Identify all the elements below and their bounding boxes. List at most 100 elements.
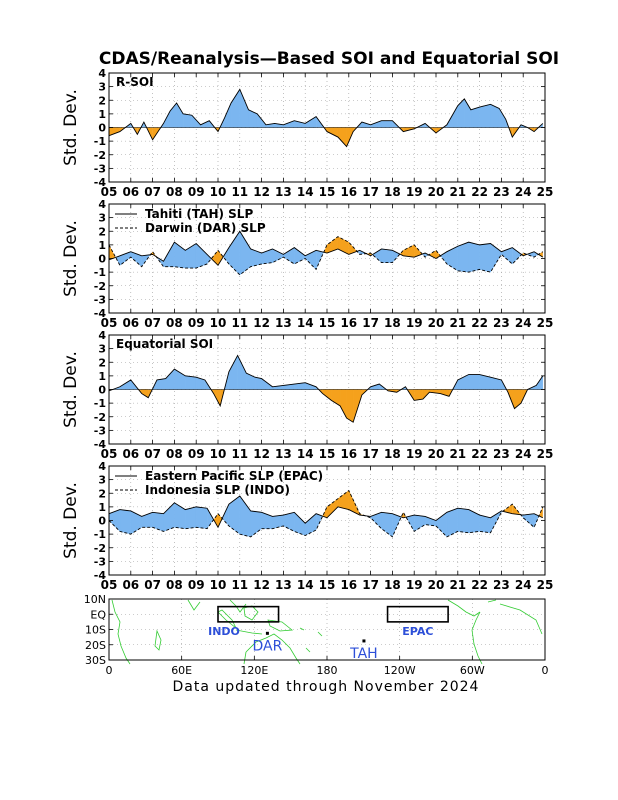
- difference-fill: [294, 247, 306, 265]
- x-tick-label: 09: [188, 185, 205, 199]
- y-tick-label: 4: [98, 198, 106, 211]
- difference-fill: [305, 513, 317, 536]
- x-tick-labels: 05 06 07 08 09 10 11 12 13 14 15 16 17 18 19 20 21 22 23 24…: [101, 73, 553, 199]
- x-tick-label: 18: [384, 316, 401, 330]
- difference-fill: [250, 510, 262, 538]
- x-tick-label: 19: [406, 316, 423, 330]
- x-tick-label: 12: [253, 185, 270, 199]
- anomaly-fill: [414, 389, 424, 401]
- station-marker-dar: [265, 631, 269, 635]
- map-lon-tick-labels: 0 60E 120E 180 120W 60W 0: [106, 656, 549, 677]
- anomaly-fill: [337, 127, 347, 148]
- anomaly-fill: [228, 355, 238, 390]
- map-lon-tick-label: 0: [542, 664, 549, 677]
- difference-fill: [512, 247, 522, 264]
- series-line-solid: [108, 495, 544, 529]
- x-tick-label: 07: [144, 316, 161, 330]
- anomaly-fill: [185, 375, 197, 390]
- x-tick-label: 10: [210, 185, 227, 199]
- difference-fill: [538, 251, 543, 258]
- difference-fill: [239, 230, 251, 276]
- difference-fill: [468, 509, 480, 533]
- x-tick-label: 24: [515, 447, 532, 461]
- difference-fill: [239, 495, 251, 538]
- x-tick-label: 13: [275, 447, 292, 461]
- x-tick-label: 20: [428, 578, 445, 592]
- x-tick-label: 10: [210, 316, 227, 330]
- map-lat-tick-label: 10S: [85, 624, 106, 637]
- difference-fill: [414, 514, 426, 532]
- x-tick-label: 05: [101, 316, 118, 330]
- difference-fill: [457, 508, 469, 533]
- difference-fill: [372, 248, 382, 263]
- y-tick-label: 4: [98, 460, 106, 473]
- x-tick-label: 14: [297, 447, 314, 461]
- x-tick-label: 08: [166, 578, 183, 592]
- x-tick-label: 25: [537, 447, 554, 461]
- map-lat-tick-label: EQ: [90, 608, 106, 621]
- coast-caribbean: [487, 599, 497, 603]
- difference-fill: [222, 504, 229, 526]
- difference-fill: [414, 244, 423, 258]
- x-tick-label: 24: [515, 185, 532, 199]
- series-line-dashed: [108, 236, 544, 276]
- difference-fill: [119, 509, 132, 535]
- coast-australia-west: [243, 651, 247, 665]
- y-tick-label: -2: [94, 542, 106, 555]
- x-tick-label: 19: [406, 185, 423, 199]
- map-lon-tick-label: 120W: [384, 664, 416, 677]
- legend-indo: Indonesia SLP (INDO): [145, 483, 290, 497]
- x-tick-label: 25: [537, 578, 554, 592]
- region-box-indo: [217, 605, 280, 623]
- difference-fill: [130, 510, 142, 535]
- difference-fill: [512, 504, 521, 515]
- series-line-solid: [108, 230, 544, 267]
- coast-india: [187, 599, 201, 611]
- series-line-dashed: [108, 489, 544, 538]
- difference-fill: [523, 513, 535, 528]
- coast-africa: [111, 599, 131, 665]
- station-marker-tah: [362, 639, 366, 643]
- y-tick-label: 3: [98, 212, 106, 225]
- x-tick-label: 15: [319, 447, 336, 461]
- y-axis-label: Std. Dev.: [61, 351, 81, 428]
- x-tick-label: 06: [122, 578, 139, 592]
- chart-title: CDAS/Reanalysis—Based SOI and Equatorial…: [99, 49, 559, 69]
- y-tick-label: -3: [94, 293, 106, 306]
- y-tick-label: 2: [98, 94, 106, 107]
- series-line: [108, 354, 544, 423]
- coast-sumatra: [217, 609, 237, 629]
- difference-fill: [272, 248, 284, 263]
- difference-fill: [403, 244, 415, 258]
- y-tick-label: 0: [98, 253, 106, 266]
- anomaly-fill: [195, 376, 206, 390]
- map-lat-tick-labels: 10N EQ 10S 20S 30S: [84, 593, 113, 667]
- series-lines: [108, 489, 544, 538]
- x-tick-label: 20: [428, 447, 445, 461]
- x-tick-label: 23: [493, 316, 510, 330]
- y-tick-label: -2: [94, 411, 106, 424]
- anomaly-fill: [464, 98, 472, 128]
- x-tick-label: 21: [449, 185, 466, 199]
- x-tick-label: 09: [188, 578, 205, 592]
- y-tick-label: 2: [98, 487, 106, 500]
- coast-central-america: [447, 599, 481, 617]
- anomaly-fill: [156, 378, 166, 390]
- x-tick-label: 16: [340, 578, 357, 592]
- x-tick-label: 17: [362, 185, 379, 199]
- difference-fill: [207, 254, 212, 264]
- x-tick-label: 08: [166, 185, 183, 199]
- y-tick-label: 4: [98, 67, 106, 80]
- x-tick-label: 21: [449, 316, 466, 330]
- coast-south-america: [471, 611, 483, 665]
- y-tick-label: 1: [98, 501, 106, 514]
- difference-fill: [446, 245, 458, 272]
- y-tick-label: -1: [94, 135, 106, 148]
- difference-fill: [207, 508, 214, 529]
- x-tick-label: 11: [231, 447, 248, 461]
- difference-fill: [228, 495, 241, 535]
- y-tick-label: -3: [94, 555, 106, 568]
- x-tick-label: 21: [449, 578, 466, 592]
